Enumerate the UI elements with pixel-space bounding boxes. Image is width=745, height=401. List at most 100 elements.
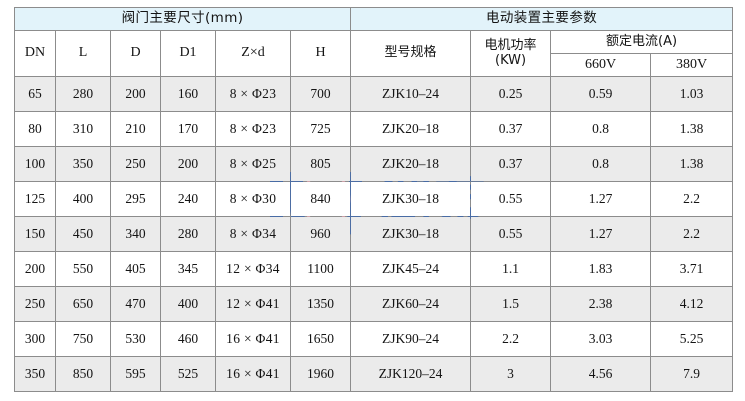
cell-dn: 100	[14, 146, 56, 182]
cell-motor-power: 0.37	[470, 111, 552, 147]
cell-current-380v: 3.71	[650, 251, 734, 287]
col-header-d: D	[110, 30, 161, 77]
cell-current-660v: 1.27	[550, 216, 652, 252]
cell-d1: 460	[160, 321, 216, 357]
group-header-actuator-params: 电动装置主要参数	[350, 7, 734, 31]
cell-d: 250	[110, 146, 161, 182]
col-header-h: H	[289, 30, 352, 77]
cell-d: 210	[110, 111, 161, 147]
col-header-rated-current: 额定电流(A)	[550, 30, 734, 54]
cell-h: 840	[289, 181, 352, 217]
cell-h: 725	[289, 111, 352, 147]
cell-current-660v: 0.8	[550, 111, 652, 147]
cell-model: ZJK45–24	[350, 251, 472, 287]
cell-h: 1650	[289, 321, 352, 357]
cell-dn: 150	[14, 216, 56, 252]
cell-dn: 200	[14, 251, 56, 287]
cell-model: ZJK20–18	[350, 111, 472, 147]
cell-d: 470	[110, 286, 161, 322]
cell-d1: 400	[160, 286, 216, 322]
cell-current-380v: 1.38	[650, 111, 734, 147]
cell-motor-power: 1.1	[470, 251, 552, 287]
cell-zxd: 12 × Φ34	[215, 251, 291, 287]
cell-current-660v: 4.56	[550, 356, 652, 392]
cell-model: ZJK120–24	[350, 356, 472, 392]
cell-l: 850	[55, 356, 111, 392]
cell-h: 700	[289, 76, 352, 112]
cell-model: ZJK10–24	[350, 76, 472, 112]
cell-d: 595	[110, 356, 161, 392]
cell-h: 805	[289, 146, 352, 182]
cell-d1: 345	[160, 251, 216, 287]
cell-zxd: 8 × Φ23	[215, 111, 291, 147]
cell-model: ZJK30–18	[350, 181, 472, 217]
cell-d1: 280	[160, 216, 216, 252]
cell-l: 550	[55, 251, 111, 287]
col-header-d1: D1	[160, 30, 216, 77]
cell-current-660v: 3.03	[550, 321, 652, 357]
col-header-model: 型号规格	[350, 30, 472, 77]
cell-l: 310	[55, 111, 111, 147]
cell-h: 1350	[289, 286, 352, 322]
cell-current-380v: 1.38	[650, 146, 734, 182]
cell-motor-power: 0.55	[470, 181, 552, 217]
cell-d1: 525	[160, 356, 216, 392]
cell-d: 200	[110, 76, 161, 112]
sub-header-row: DN L D D1 Z×d H 型号规格 电机功率 (KW) 额定电流(A)	[14, 30, 734, 77]
group-header-valve-dimensions: 阀门主要尺寸(mm)	[13, 7, 352, 31]
col-header-zxd: Z×d	[215, 30, 291, 77]
table-row: 80 310 210 170 8 × Φ23 725 ZJK20–18 0.37 0.8 1.38	[14, 111, 734, 147]
cell-motor-power: 0.37	[470, 146, 552, 182]
table-body: 65 280 200 160 8 × Φ23 700 ZJK10–24 0.25 0.59 1.0…	[14, 76, 734, 392]
table-head: 阀门主要尺寸(mm) 电动装置主要参数 DN L D D1 Z×d H 型号规格…	[13, 7, 734, 77]
cell-dn: 125	[14, 181, 56, 217]
col-header-dn: DN	[14, 30, 56, 77]
cell-dn: 250	[14, 286, 56, 322]
table-row: 150 450 340 280 8 × Φ34 960 ZJK30–18 0.55 1.27 2.…	[14, 216, 734, 252]
cell-motor-power: 0.25	[470, 76, 552, 112]
cell-model: ZJK30–18	[350, 216, 472, 252]
cell-h: 1100	[289, 251, 352, 287]
table-row: 250 650 470 400 12 × Φ41 1350 ZJK60–24 1.5 2.38 4…	[14, 286, 734, 322]
cell-zxd: 8 × Φ23	[215, 76, 291, 112]
cell-l: 750	[55, 321, 111, 357]
cell-d1: 200	[160, 146, 216, 182]
cell-current-380v: 5.25	[650, 321, 734, 357]
cell-zxd: 16 × Φ41	[215, 356, 291, 392]
cell-d: 295	[110, 181, 161, 217]
cell-d1: 170	[160, 111, 216, 147]
table-row: 65 280 200 160 8 × Φ23 700 ZJK10–24 0.25 0.59 1.0…	[14, 76, 734, 112]
table-row: 125 400 295 240 8 × Φ30 840 ZJK30–18 0.55 1.27 2.…	[14, 181, 734, 217]
cell-dn: 350	[14, 356, 56, 392]
cell-model: ZJK90–24	[350, 321, 472, 357]
col-header-660v: 660V	[550, 53, 652, 77]
cell-current-380v: 1.03	[650, 76, 734, 112]
cell-d1: 240	[160, 181, 216, 217]
cell-current-660v: 1.27	[550, 181, 652, 217]
cell-l: 400	[55, 181, 111, 217]
cell-zxd: 8 × Φ34	[215, 216, 291, 252]
cell-current-380v: 2.2	[650, 181, 734, 217]
cell-motor-power: 1.5	[470, 286, 552, 322]
cell-l: 650	[55, 286, 111, 322]
col-header-l: L	[55, 30, 111, 77]
table-row: 100 350 250 200 8 × Φ25 805 ZJK20–18 0.37 0.8 1.3…	[14, 146, 734, 182]
cell-d: 340	[110, 216, 161, 252]
cell-dn: 65	[14, 76, 56, 112]
cell-current-660v: 2.38	[550, 286, 652, 322]
group-header-row: 阀门主要尺寸(mm) 电动装置主要参数	[13, 7, 734, 31]
table-row: 200 550 405 345 12 × Φ34 1100 ZJK45–24 1.1 1.83 3…	[14, 251, 734, 287]
cell-d: 405	[110, 251, 161, 287]
cell-zxd: 8 × Φ25	[215, 146, 291, 182]
cell-current-660v: 0.8	[550, 146, 652, 182]
cell-model: ZJK60–24	[350, 286, 472, 322]
cell-current-380v: 2.2	[650, 216, 734, 252]
table-row: 350 850 595 525 16 × Φ41 1960 ZJK120–24 3 4.56 7.…	[14, 356, 734, 392]
cell-motor-power: 0.55	[470, 216, 552, 252]
cell-motor-power: 2.2	[470, 321, 552, 357]
cell-zxd: 16 × Φ41	[215, 321, 291, 357]
cell-dn: 80	[14, 111, 56, 147]
cell-l: 280	[55, 76, 111, 112]
specification-table: 阀门主要尺寸(mm) 电动装置主要参数 DN L D D1 Z×d H 型号规格…	[13, 7, 734, 392]
